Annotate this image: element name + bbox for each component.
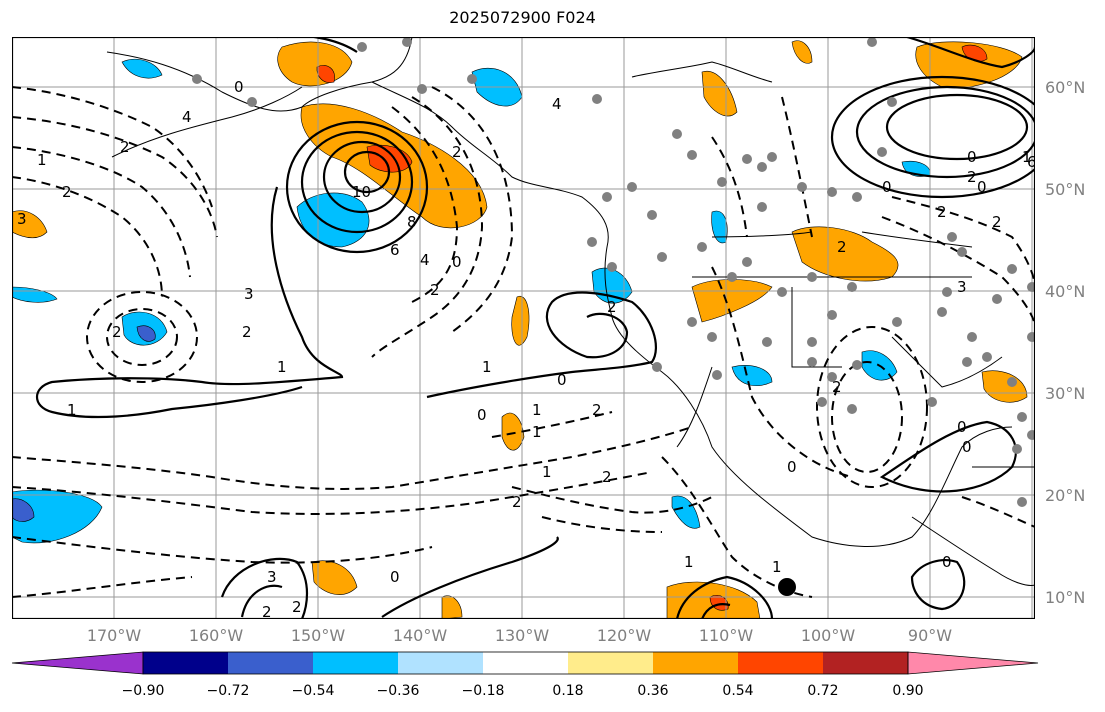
colorbar-frame [142, 651, 909, 675]
contour-label: 3 [244, 285, 254, 303]
contour-labels: 1086422111000123422102342110021200213226… [17, 78, 1035, 619]
colorbar-cell [398, 652, 483, 674]
contour-label: 4 [182, 108, 192, 126]
lon-label-140w: 140°W [392, 626, 448, 645]
contour-label: 6 [390, 241, 400, 259]
contour-label: 0 [977, 178, 987, 196]
contour-label: 3 [17, 210, 27, 228]
contour-label: 0 [962, 438, 972, 456]
contour-label: 1 [532, 401, 542, 419]
lat-label-60n: 60°N [1045, 78, 1086, 97]
contour-label: 2 [452, 143, 462, 161]
map-frame [12, 37, 1035, 619]
contour-label: 1 [772, 558, 782, 576]
colorbar-cell [568, 652, 653, 674]
colorbar-tick-label: −0.54 [291, 683, 335, 699]
contour-label: 8 [407, 213, 417, 231]
contour-label: 0 [882, 178, 892, 196]
contour-label: 1 [67, 401, 77, 419]
contour-label: 2 [967, 168, 977, 186]
contour-label: 1 [37, 151, 47, 169]
contour-label: 2 [512, 493, 522, 511]
contour-label: 0 [957, 418, 967, 436]
colorbar-cell [313, 652, 398, 674]
contour-label: 1 [684, 553, 694, 571]
lat-label-30n: 30°N [1045, 384, 1086, 403]
contour-label: 0 [787, 458, 797, 476]
contour-label: 2 [262, 603, 272, 619]
colorbar-cell [228, 652, 313, 674]
colorbar-extend-high [907, 651, 1039, 675]
contour-label: 1 [277, 358, 287, 376]
contour-label: 2 [242, 323, 252, 341]
contour-label: 4 [420, 251, 430, 269]
contour-label: 2 [602, 468, 612, 486]
contour-label: 2 [430, 281, 440, 299]
colorbar-extend-low [11, 651, 144, 675]
contour-label: 0 [390, 568, 400, 586]
contour-label: 1 [482, 358, 492, 376]
colorbar-cell [653, 652, 738, 674]
colorbar-cell [143, 652, 228, 674]
colorbar-tick-label: −0.36 [376, 683, 420, 699]
contour-label: 2 [120, 138, 130, 156]
contour-label: 0 [477, 406, 487, 424]
contour-label: 2 [992, 213, 1002, 231]
contour-label: 2 [112, 323, 122, 341]
colorbar-tick-label: 0.90 [892, 683, 924, 699]
colorbar-tick-label: 0.72 [807, 683, 839, 699]
contour-label: 2 [62, 183, 72, 201]
contour-label: 0 [234, 78, 244, 96]
lon-label-170w: 170°W [86, 626, 142, 645]
contour-label: 2 [292, 598, 302, 616]
colorbar-tick-label: −0.72 [206, 683, 250, 699]
dashed-contours [12, 86, 1035, 598]
contour-label: 2 [832, 378, 842, 396]
lat-label-20n: 20°N [1045, 486, 1086, 505]
lon-label-150w: 150°W [290, 626, 346, 645]
lat-label-10n: 10°N [1045, 588, 1086, 607]
contour-label: 0 [967, 148, 977, 166]
lon-label-110w: 110°W [698, 626, 754, 645]
contour-label: 0 [452, 253, 462, 271]
lon-label-130w: 130°W [494, 626, 550, 645]
colorbar-cell [823, 652, 908, 674]
colorbar-tick-label: −0.90 [121, 683, 165, 699]
map-panel: 1086422111000123422102342110021200213226… [12, 37, 1035, 619]
colorbar-tick-label: 0.54 [722, 683, 754, 699]
lon-label-160w: 160°W [188, 626, 244, 645]
lat-label-40n: 40°N [1045, 282, 1086, 301]
contour-label: 1 [1022, 148, 1032, 166]
lat-label-50n: 50°N [1045, 180, 1086, 199]
storm-center-marker [778, 578, 796, 596]
colorbar-tick-label: −0.18 [461, 683, 505, 699]
contour-label: 2 [837, 238, 847, 256]
colorbar-tick-label: 0.36 [637, 683, 669, 699]
colorbar [11, 651, 1039, 675]
colorbar-cell [483, 652, 568, 674]
lon-label-90w: 90°W [907, 626, 953, 645]
contour-label: 0 [557, 371, 567, 389]
contour-label: 2 [607, 298, 617, 316]
contour-label: 1 [532, 423, 542, 441]
solid-contours [35, 37, 1035, 619]
contour-label: 4 [552, 95, 562, 113]
contour-label: 0 [942, 553, 952, 571]
contour-label: 10 [352, 183, 371, 201]
colorbar-tick-label: 0.18 [552, 683, 584, 699]
contour-label: 6 [1027, 153, 1035, 171]
contour-label: 1 [542, 463, 552, 481]
station-dots [192, 37, 1035, 507]
contour-label: 3 [267, 568, 277, 586]
lon-label-100w: 100°W [800, 626, 856, 645]
contour-label: 3 [957, 278, 967, 296]
contour-label: 2 [937, 203, 947, 221]
colorbar-cell [738, 652, 823, 674]
contour-label: 2 [592, 401, 602, 419]
lon-label-120w: 120°W [596, 626, 652, 645]
map-title: 2025072900 F024 [449, 8, 596, 27]
